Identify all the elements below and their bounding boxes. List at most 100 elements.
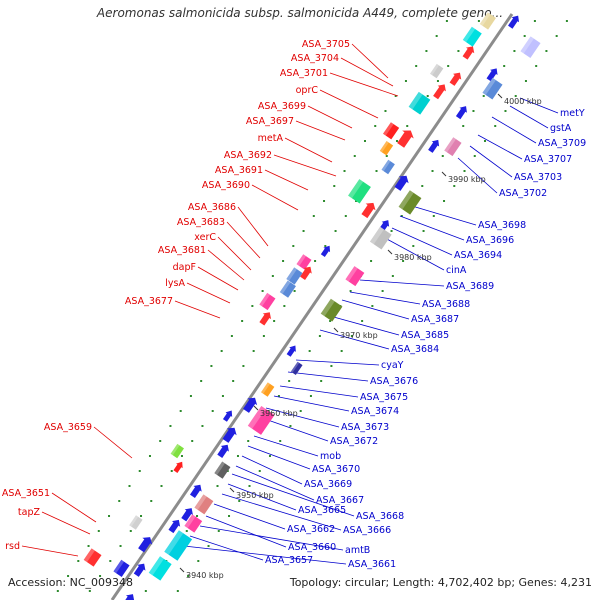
gene-label-right[interactable]: amtB	[345, 545, 370, 556]
gene-label-right[interactable]: ASA_3660	[288, 542, 336, 553]
gene-label-left[interactable]: ASA_3651	[2, 488, 50, 499]
gene-label-right[interactable]: metY	[560, 108, 585, 119]
gene-block[interactable]	[113, 559, 130, 578]
gene-label-right[interactable]: ASA_3694	[454, 250, 502, 261]
gene-label-right[interactable]: ASA_3709	[538, 138, 586, 149]
gene-label-left[interactable]: ASA_3697	[246, 116, 294, 127]
gene-arrow[interactable]	[359, 200, 378, 220]
gene-block[interactable]	[479, 12, 496, 30]
gene-label-right[interactable]: ASA_3688	[422, 299, 470, 310]
gene-block[interactable]	[286, 267, 303, 285]
gene-arrow[interactable]	[393, 172, 412, 192]
gene-block[interactable]	[345, 266, 365, 287]
gene-label-left[interactable]: rsd	[5, 541, 20, 552]
gene-label-left[interactable]: dapF	[173, 262, 196, 273]
gene-arrow[interactable]	[298, 264, 314, 281]
gene-label-right[interactable]: ASA_3669	[304, 479, 352, 490]
gene-block[interactable]	[261, 382, 275, 397]
gene-label-left[interactable]: ASA_3699	[258, 101, 306, 112]
gene-arrow[interactable]	[188, 482, 204, 499]
gene-label-left[interactable]: ASA_3692	[224, 150, 272, 161]
gene-label-left[interactable]: xerC	[194, 232, 216, 243]
gene-arrow[interactable]	[241, 394, 260, 414]
gene-arrow[interactable]	[167, 517, 183, 534]
gene-block[interactable]	[408, 91, 431, 115]
gene-arrow[interactable]	[485, 66, 500, 83]
gene-label-left[interactable]: ASA_3691	[215, 165, 263, 176]
gene-block[interactable]	[398, 190, 422, 215]
gene-arrow[interactable]	[285, 343, 298, 357]
gene-arrow[interactable]	[180, 505, 196, 522]
gene-label-right[interactable]: ASA_3666	[343, 525, 391, 536]
gene-block[interactable]	[482, 77, 503, 100]
gene-arrow[interactable]	[221, 424, 240, 444]
gene-label-right[interactable]: ASA_3676	[370, 376, 418, 387]
gene-label-left[interactable]: ASA_3681	[158, 245, 206, 256]
gene-label-right[interactable]: ASA_3707	[524, 154, 572, 165]
gene-label-right[interactable]: ASA_3702	[499, 188, 547, 199]
gene-label-left[interactable]: lysA	[165, 278, 185, 289]
gene-label-right[interactable]: ASA_3662	[287, 524, 335, 535]
gene-block[interactable]	[381, 159, 395, 175]
gene-arrow[interactable]	[258, 309, 274, 326]
gene-block[interactable]	[296, 254, 312, 270]
gene-block[interactable]	[214, 461, 231, 479]
gene-block[interactable]	[129, 515, 143, 530]
gene-block[interactable]	[369, 226, 392, 250]
gene-block[interactable]	[430, 63, 444, 79]
gene-label-left[interactable]: ASA_3686	[188, 202, 236, 213]
gene-arrow[interactable]	[216, 442, 232, 459]
gene-arrow[interactable]	[427, 137, 442, 154]
gene-block[interactable]	[279, 280, 296, 298]
gene-label-right[interactable]: ASA_3665	[298, 505, 346, 516]
gene-label-right[interactable]: ASA_3661	[348, 559, 396, 570]
gene-label-left[interactable]: ASA_3659	[44, 422, 92, 433]
gene-label-right[interactable]: ASA_3703	[514, 172, 562, 183]
gene-arrow[interactable]	[172, 459, 185, 474]
gene-block[interactable]	[379, 140, 394, 156]
gene-label-right[interactable]: ASA_3698	[478, 220, 526, 231]
gene-label-left[interactable]: ASA_3701	[280, 68, 328, 79]
gene-label-left[interactable]: ASA_3690	[202, 180, 250, 191]
gene-label-right[interactable]: cinA	[446, 265, 467, 276]
gene-label-left[interactable]: oprC	[296, 85, 319, 96]
gene-label-right[interactable]: ASA_3687	[411, 314, 459, 325]
gene-label-right[interactable]: ASA_3684	[391, 344, 439, 355]
gene-block[interactable]	[348, 179, 371, 204]
gene-block[interactable]	[320, 298, 343, 322]
gene-block[interactable]	[247, 405, 275, 435]
gene-label-right[interactable]: gstA	[550, 123, 572, 134]
gene-block[interactable]	[383, 122, 400, 140]
gene-label-right[interactable]: ASA_3689	[446, 281, 494, 292]
gene-block[interactable]	[194, 494, 214, 515]
gene-label-right[interactable]: cyaY	[381, 360, 404, 371]
gene-arrow[interactable]	[121, 591, 137, 600]
gene-arrow[interactable]	[454, 104, 469, 121]
gene-arrow[interactable]	[136, 534, 155, 554]
gene-label-left[interactable]: metA	[258, 133, 284, 144]
gene-block[interactable]	[184, 514, 203, 533]
gene-block[interactable]	[520, 36, 541, 59]
gene-block[interactable]	[83, 548, 102, 567]
gene-label-right[interactable]: ASA_3670	[312, 464, 360, 475]
gene-arrow[interactable]	[395, 127, 417, 150]
gene-block[interactable]	[462, 26, 482, 47]
gene-label-right[interactable]: ASA_3675	[360, 392, 408, 403]
gene-arrow[interactable]	[461, 43, 477, 60]
gene-label-left[interactable]: tapZ	[18, 507, 41, 518]
gene-arrow[interactable]	[320, 243, 333, 258]
gene-label-left[interactable]: ASA_3683	[177, 217, 225, 228]
gene-block[interactable]	[444, 137, 462, 157]
gene-arrow[interactable]	[431, 82, 448, 101]
gene-label-right[interactable]: ASA_3667	[316, 495, 364, 506]
gene-block[interactable]	[290, 361, 303, 376]
gene-label-right[interactable]: ASA_3696	[466, 235, 514, 246]
gene-label-right[interactable]: ASA_3657	[265, 555, 313, 566]
gene-label-right[interactable]: ASA_3672	[330, 436, 378, 447]
gene-arrow[interactable]	[448, 70, 464, 87]
gene-label-right[interactable]: mob	[320, 451, 341, 462]
gene-block[interactable]	[148, 556, 172, 581]
gene-label-right[interactable]: ASA_3668	[356, 511, 404, 522]
gene-label-left[interactable]: ASA_3704	[291, 53, 339, 64]
